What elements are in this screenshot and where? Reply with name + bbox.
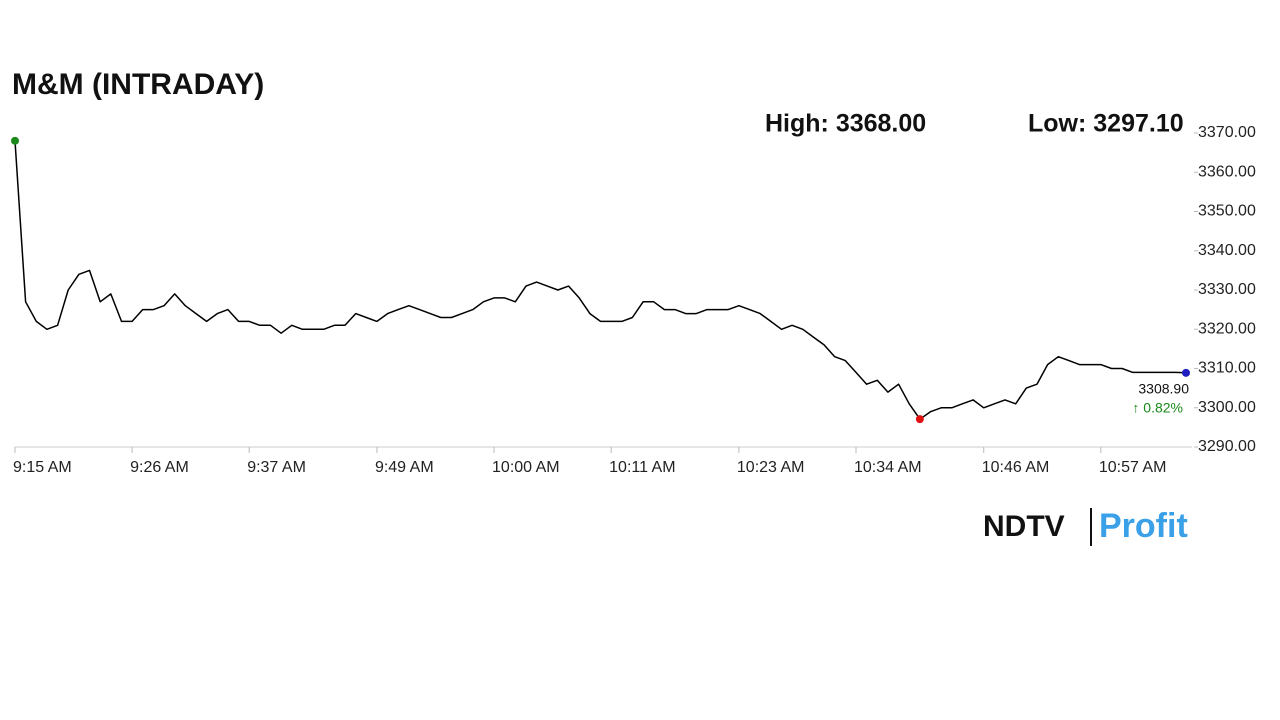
price-line	[14, 140, 1187, 420]
x-tick-label: 10:23 AM	[737, 459, 805, 476]
x-tick-label: 10:11 AM	[609, 459, 675, 476]
x-tick-label: 10:57 AM	[1099, 459, 1167, 476]
last-marker	[1182, 368, 1190, 377]
last-value-label: 3308.90	[1138, 381, 1189, 397]
low-marker	[915, 415, 924, 424]
y-tick-label: 3340.00	[1198, 242, 1256, 259]
high-label: High: 3368.00	[765, 110, 926, 138]
high-marker	[11, 136, 19, 145]
x-tick-label: 9:26 AM	[130, 459, 189, 476]
change-label: ↑ 0.82%	[1132, 400, 1183, 416]
logo-profit: Profit	[1099, 507, 1188, 545]
x-tick-label: 9:37 AM	[247, 459, 306, 476]
logo-ndtv: NDTV	[983, 510, 1065, 543]
y-tick-label: 3330.00	[1198, 281, 1256, 298]
y-tick-label: 3360.00	[1198, 163, 1256, 180]
y-tick-label: 3320.00	[1198, 320, 1256, 337]
y-tick-label: 3290.00	[1198, 438, 1256, 455]
x-tick-label: 9:15 AM	[13, 459, 72, 476]
chart-title: M&M (INTRADAY)	[12, 68, 264, 101]
y-tick-label: 3370.00	[1198, 124, 1256, 141]
y-tick-label: 3350.00	[1198, 203, 1256, 220]
x-tick-label: 10:46 AM	[982, 459, 1050, 476]
x-tick-label: 9:49 AM	[375, 459, 434, 476]
y-tick-label: 3300.00	[1198, 399, 1256, 416]
x-tick-label: 10:34 AM	[854, 459, 922, 476]
y-tick-label: 3310.00	[1198, 360, 1256, 377]
low-label: Low: 3297.10	[1028, 110, 1184, 138]
x-tick-label: 10:00 AM	[492, 459, 560, 476]
